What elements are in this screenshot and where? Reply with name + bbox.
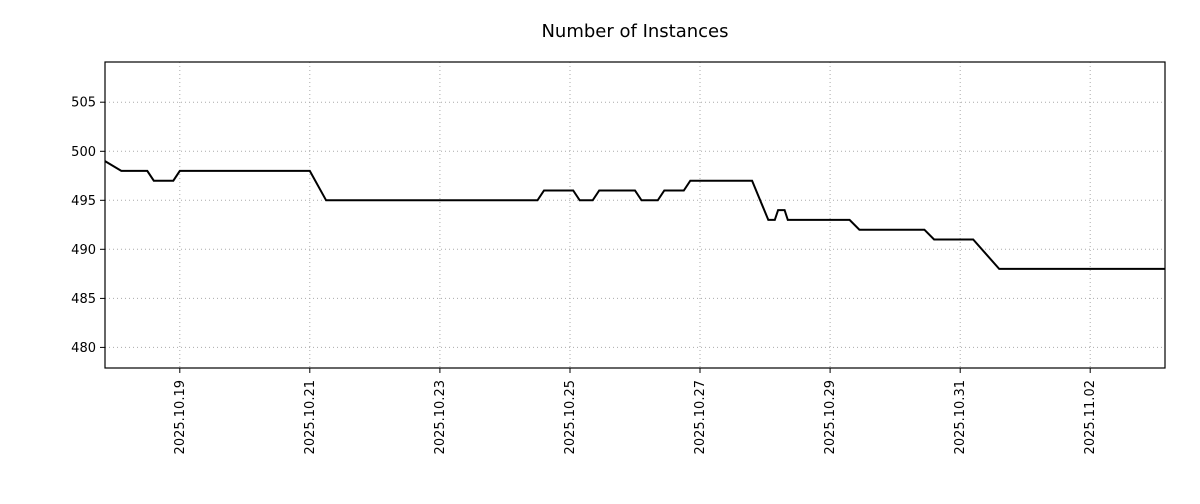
y-tick-label: 490 — [71, 243, 96, 258]
axis-ticks — [100, 101, 1091, 373]
x-tick-labels: 2025.10.19 2025.10.21 2025.10.23 2025.10.25… — [173, 380, 1098, 454]
series-line-instances — [104, 160, 1165, 270]
y-tick-label: 505 — [71, 96, 96, 111]
plot-border — [104, 61, 1166, 369]
x-tick-label: 2025.10.23 — [433, 380, 448, 454]
x-tick-label: 2025.10.21 — [303, 380, 318, 454]
y-tick-label: 480 — [71, 341, 96, 356]
y-tick-labels: 480 485 490 495 500 505 — [71, 96, 96, 356]
y-tick-label: 500 — [71, 145, 96, 160]
x-tick-label: 2025.10.19 — [173, 380, 188, 454]
chart-title: Number of Instances — [541, 21, 728, 42]
x-tick-label: 2025.11.02 — [1083, 380, 1098, 454]
y-tick-label: 495 — [71, 194, 96, 209]
x-tick-label: 2025.10.27 — [693, 380, 708, 454]
y-tick-label: 485 — [71, 292, 96, 307]
x-tick-label: 2025.10.29 — [823, 380, 838, 454]
gridlines — [105, 62, 1165, 368]
x-tick-label: 2025.10.25 — [563, 380, 578, 454]
x-tick-label: 2025.10.31 — [953, 380, 968, 454]
